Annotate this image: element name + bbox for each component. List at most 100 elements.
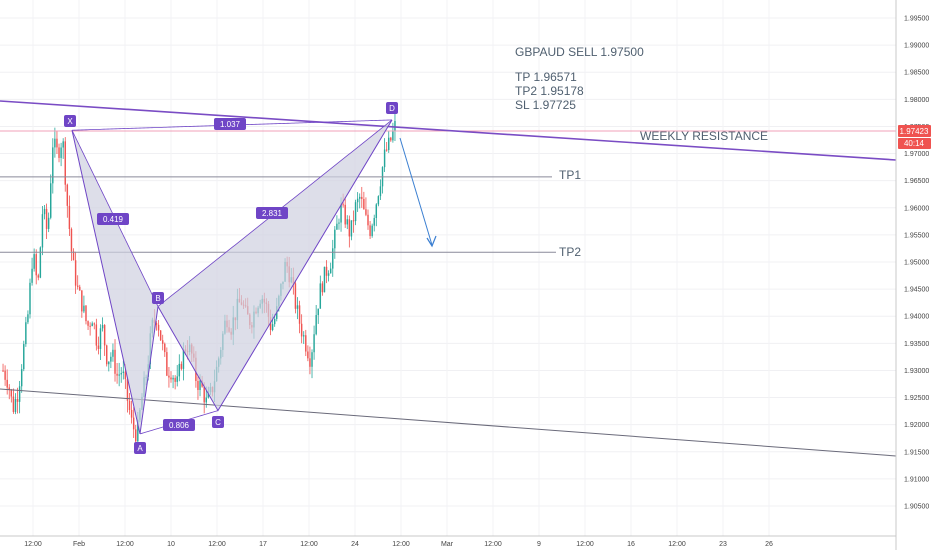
y-tick-label: 1.94500	[904, 287, 929, 294]
candle-body	[103, 325, 106, 346]
candle-body	[325, 266, 328, 276]
y-tick-label: 1.96000	[904, 205, 929, 212]
candle-body	[178, 363, 181, 377]
candle-body	[311, 352, 313, 367]
ratio-label-ac: 0.806	[169, 421, 190, 430]
candle-body	[294, 283, 297, 309]
candle-body	[323, 266, 326, 293]
pattern-point-d: D	[389, 104, 395, 113]
weekly-resistance-line[interactable]	[0, 100, 897, 161]
candle-body	[2, 370, 4, 372]
y-tick-label: 1.99500	[904, 16, 929, 23]
x-tick-label: 12:00	[668, 541, 686, 548]
pattern-point-a: A	[137, 444, 143, 453]
candle-body	[348, 219, 351, 237]
x-tick-label: 12:00	[116, 541, 134, 548]
candle-body	[369, 225, 371, 236]
candle-body	[83, 305, 85, 312]
x-tick-label: Feb	[73, 541, 85, 548]
candle-body	[271, 324, 274, 330]
candle-body	[296, 305, 299, 309]
time-axis[interactable]: 12:00 Feb 12:00 10 12:00 17 12:00 24 12:00 Mar 12:…	[24, 541, 773, 548]
pattern-point-box-b	[152, 292, 164, 304]
candle-body	[47, 217, 50, 229]
candle-body	[327, 273, 330, 276]
y-tick-label: 1.91000	[904, 476, 929, 483]
x-tick-label: 17	[259, 541, 267, 548]
candle-body	[132, 417, 135, 430]
candle-body	[33, 254, 35, 269]
candle-body	[205, 397, 207, 403]
candle-body	[336, 223, 338, 230]
candle-body	[41, 214, 44, 248]
candle-body	[334, 229, 336, 249]
candle-body	[37, 275, 40, 278]
pattern-point-x: X	[67, 117, 73, 126]
candle-body	[68, 205, 71, 229]
countdown-box	[898, 138, 931, 149]
candle-body	[367, 214, 369, 226]
ratio-box-xb	[97, 213, 129, 225]
candle-body	[16, 398, 19, 402]
pattern-point-box-d	[386, 102, 398, 114]
candle-body	[120, 372, 122, 375]
candle-body	[12, 396, 15, 412]
price-axis[interactable]: 1.995001.990001.985001.980001.975001.970…	[904, 16, 929, 511]
candle-body	[354, 202, 357, 222]
candle-body	[10, 389, 13, 397]
sl-note: SL 1.97725	[515, 98, 576, 112]
candle-body	[159, 330, 162, 341]
candle-body	[137, 419, 139, 442]
candle-body	[91, 323, 93, 327]
candle-body	[309, 358, 311, 367]
pattern-point-c: C	[215, 418, 221, 427]
x-tick-label: Mar	[441, 541, 454, 548]
lower-trendline[interactable]	[0, 388, 897, 457]
candle-body	[342, 204, 344, 206]
candle-body	[390, 137, 392, 141]
x-tick-label: 12:00	[392, 541, 410, 548]
candle-body	[394, 120, 396, 131]
candle-body	[72, 251, 75, 261]
candle-body	[112, 349, 114, 357]
tp2-note: TP2 1.95178	[515, 84, 584, 98]
candle-body	[319, 283, 322, 309]
candle-body	[344, 204, 346, 225]
candle-body	[114, 349, 116, 374]
candle-body	[180, 363, 183, 369]
pattern-triangle-bcd	[158, 119, 392, 411]
candle-body	[89, 325, 91, 327]
ratio-box-bd	[256, 207, 288, 219]
projection-arrow-head	[426, 235, 437, 248]
candle-body	[18, 386, 21, 402]
y-tick-label: 1.93500	[904, 341, 929, 348]
candle-body	[358, 196, 361, 199]
y-tick-label: 1.98500	[904, 70, 929, 77]
candle-body	[124, 371, 127, 380]
candle-body	[329, 268, 332, 274]
y-tick-label: 1.95500	[904, 232, 929, 239]
projection-arrow-line[interactable]	[399, 137, 433, 246]
candle-body	[76, 285, 79, 287]
candle-body	[375, 204, 378, 218]
candle-body	[64, 141, 66, 185]
candle-body	[157, 324, 160, 331]
y-tick-label: 1.95000	[904, 260, 929, 267]
candle-body	[273, 318, 276, 325]
candle-body	[45, 208, 48, 229]
price-tag-box	[898, 125, 931, 137]
candle-body	[122, 371, 125, 373]
candle-body	[321, 283, 324, 293]
candle-body	[35, 254, 37, 276]
candle-body	[340, 204, 342, 223]
candle-body	[313, 334, 315, 353]
candle-body	[388, 137, 390, 150]
candle-body	[99, 328, 102, 349]
candle-body	[315, 315, 317, 335]
candle-body	[155, 323, 158, 325]
candle-body	[52, 147, 54, 184]
candle-body	[176, 376, 178, 382]
candle-body	[199, 380, 201, 391]
trade-heading: GBPAUD SELL 1.97500	[515, 45, 644, 59]
